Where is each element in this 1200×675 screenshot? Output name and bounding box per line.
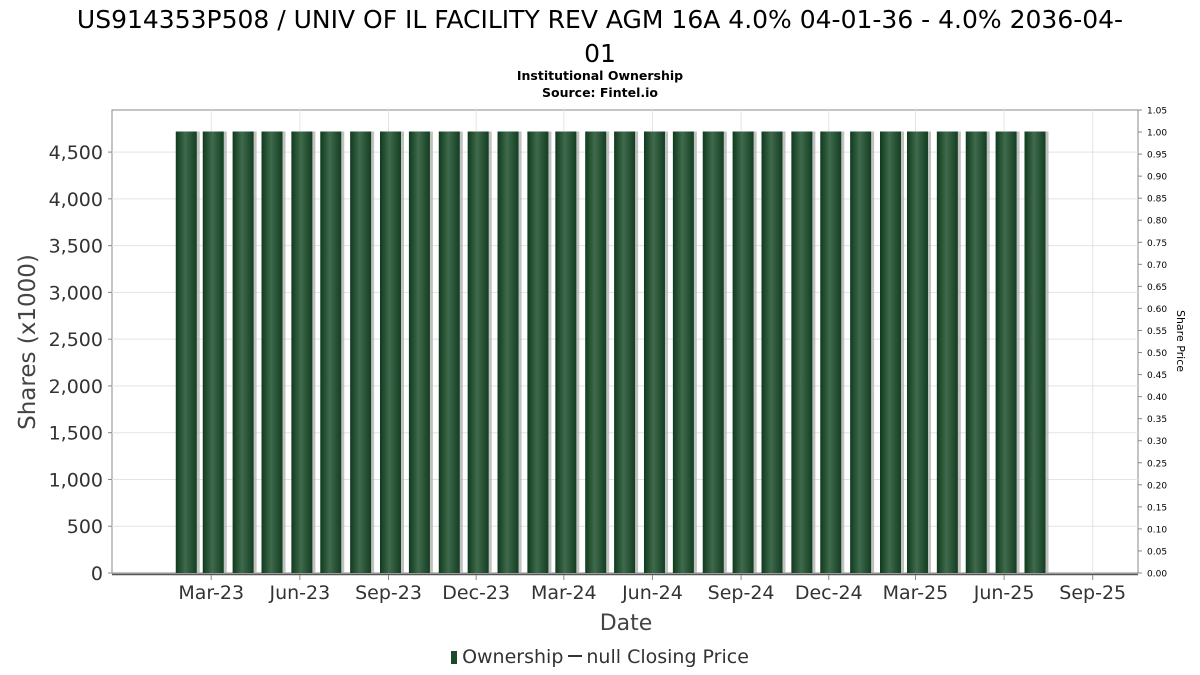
ownership-bar [585, 131, 607, 574]
chart-title-line1: US914353P508 / UNIV OF IL FACILITY REV A… [76, 5, 1124, 34]
ownership-legend-swatch [451, 651, 458, 664]
y2-tick-label: 0.30 [1147, 437, 1167, 447]
x-tick-label: Sep-23 [355, 582, 422, 604]
chart-title: US914353P508 / UNIV OF IL FACILITY REV A… [0, 3, 1200, 71]
y2-axis-label: Share Price [1174, 310, 1187, 372]
ownership-bar [408, 131, 430, 574]
price-legend-label: null Closing Price [586, 646, 749, 668]
y2-tick-label: 0.50 [1147, 349, 1167, 359]
x-tick-label: Jun-23 [268, 582, 330, 604]
y2-tick-label: 0.90 [1147, 173, 1167, 183]
x-tick-label: Dec-24 [795, 582, 863, 604]
y-tick-label: 0 [91, 563, 103, 585]
y2-tick-label: 0.45 [1147, 371, 1167, 381]
ownership-bar [291, 131, 313, 574]
y2-tick-label: 0.20 [1147, 481, 1167, 491]
y2-tick-label: 1.00 [1147, 129, 1167, 139]
y-tick-label: 500 [67, 516, 103, 538]
y2-tick-label: 0.75 [1147, 239, 1167, 249]
y-tick-label: 2,500 [49, 329, 103, 351]
ownership-bar [1024, 131, 1046, 574]
ownership-bar [820, 131, 842, 574]
ownership-bar [643, 131, 665, 574]
ownership-bar [497, 131, 519, 574]
y2-tick-label: 0.95 [1147, 151, 1167, 161]
x-tick-label: Mar-24 [531, 582, 597, 604]
x-tick-label: Sep-25 [1059, 582, 1126, 604]
ownership-bar [702, 131, 724, 574]
x-tick-label: Dec-23 [442, 582, 510, 604]
y2-tick-label: 0.60 [1147, 305, 1167, 315]
y-tick-label: 1,500 [49, 423, 103, 445]
ownership-bar [995, 131, 1017, 574]
y2-tick-label: 0.00 [1147, 570, 1167, 580]
ownership-bar [467, 131, 489, 574]
y2-tick-label: 0.85 [1147, 195, 1167, 205]
ownership-bar [438, 131, 460, 574]
x-axis-label: Date [600, 611, 653, 636]
ownership-legend-label: Ownership [462, 646, 564, 668]
ownership-bar [175, 131, 197, 574]
ownership-bar [672, 131, 694, 574]
y-tick-label: 4,500 [49, 142, 103, 164]
ownership-bar [614, 131, 636, 574]
ownership-bar [732, 131, 754, 574]
ownership-bar [380, 131, 402, 574]
ownership-bar [320, 131, 342, 574]
ownership-bar [527, 131, 549, 574]
y2-tick-label: 0.15 [1147, 503, 1167, 513]
ownership-bar [202, 131, 224, 574]
y2-tick-label: 0.40 [1147, 393, 1167, 403]
ownership-bar [791, 131, 813, 574]
x-tick-label: Sep-24 [708, 582, 775, 604]
x-tick-label: Jun-25 [973, 582, 1035, 604]
ownership-bar [936, 131, 958, 574]
y-tick-label: 3,500 [49, 236, 103, 258]
ownership-bar [850, 131, 872, 574]
y2-tick-label: 0.65 [1147, 283, 1167, 293]
ownership-bar [906, 131, 928, 574]
y-tick-label: 1,000 [49, 469, 103, 491]
chart-source: Source: Fintel.io [542, 85, 658, 100]
chart-title-line2: 01 [584, 39, 616, 68]
y2-tick-label: 0.70 [1147, 261, 1167, 271]
y-tick-label: 4,000 [49, 189, 103, 211]
y2-tick-label: 0.10 [1147, 525, 1167, 535]
ownership-bar [232, 131, 254, 574]
y2-tick-label: 1.05 [1147, 107, 1167, 117]
y2-tick-label: 0.80 [1147, 217, 1167, 227]
y2-tick-label: 0.25 [1147, 459, 1167, 469]
y2-tick-label: 0.05 [1147, 547, 1167, 557]
y-tick-label: 3,000 [49, 282, 103, 304]
ownership-bar [965, 131, 987, 574]
price-legend-line [568, 655, 583, 657]
ownership-bar [555, 131, 577, 574]
ownership-bar [350, 131, 372, 574]
y2-tick-label: 0.55 [1147, 327, 1167, 337]
ownership-bar [261, 131, 283, 574]
ownership-bar [761, 131, 783, 574]
x-tick-label: Mar-23 [178, 582, 244, 604]
x-tick-label: Jun-24 [621, 582, 683, 604]
x-tick-label: Mar-25 [883, 582, 949, 604]
ownership-bar [879, 131, 901, 574]
chart-subtitle: Institutional Ownership [516, 68, 684, 83]
y-axis-label: Shares (x1000) [15, 254, 41, 430]
y-tick-label: 2,000 [49, 376, 103, 398]
y2-tick-label: 0.35 [1147, 415, 1167, 425]
chart-legend: Ownership null Closing Price [0, 646, 1200, 668]
